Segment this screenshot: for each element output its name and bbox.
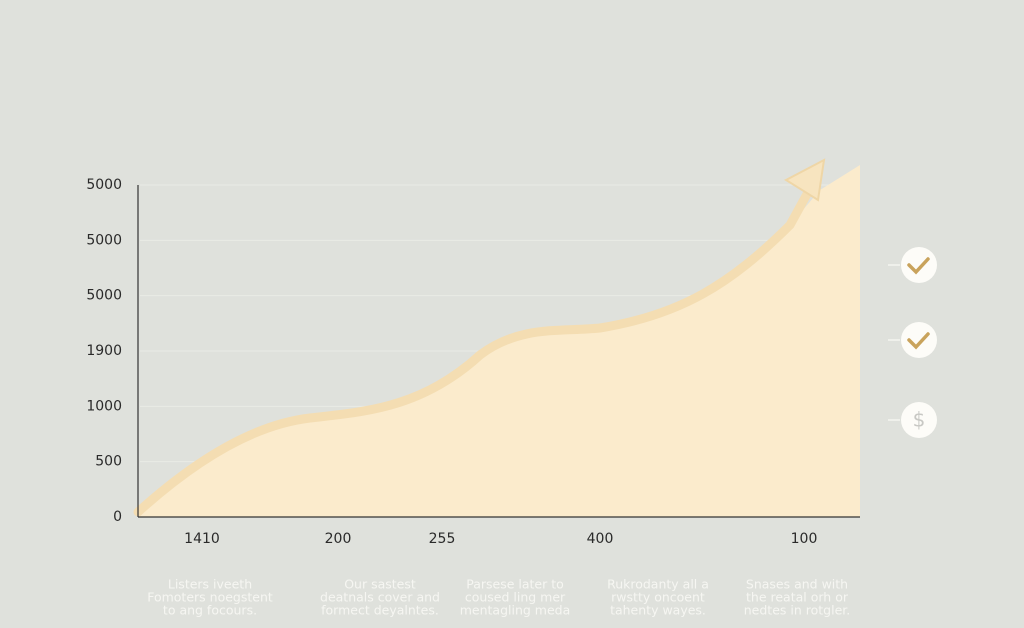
caption: coused ling mer	[465, 590, 566, 605]
x-tick-label: 400	[587, 531, 614, 547]
y-tick-label: 1000	[86, 398, 122, 414]
caption: Fomoters noegstent	[147, 590, 273, 605]
y-tick-label: 1900	[86, 343, 122, 359]
caption: the reatal orh or	[746, 590, 849, 605]
x-tick-label: 1410	[184, 531, 220, 547]
caption: deatnals cover and	[320, 590, 440, 605]
check	[907, 257, 930, 275]
caption: nedtes in rotgler.	[744, 603, 850, 618]
caption: Parsese later to	[466, 577, 564, 592]
y-tick-label: 0	[113, 509, 122, 525]
icon-circle	[901, 402, 937, 438]
x-tick-label: 100	[791, 531, 818, 547]
x-tick-label: 200	[325, 531, 352, 547]
dollar-icon: $	[913, 408, 926, 432]
caption: rwstty oncoent	[611, 590, 705, 605]
icon-circle	[901, 247, 937, 283]
icon: $	[888, 402, 937, 438]
arrow-head	[783, 158, 826, 202]
icon-circle	[901, 322, 937, 358]
caption: Listers iveeth	[168, 577, 252, 592]
x-tick-label: 255	[429, 531, 456, 547]
y-tick-label: 5000	[86, 288, 122, 304]
icon	[888, 247, 937, 283]
caption: to ang focours.	[163, 603, 257, 618]
caption: formect deyalntes.	[321, 603, 439, 618]
caption: Rukrodanty all a	[607, 577, 709, 592]
icon	[888, 322, 937, 358]
caption: Our sastest	[344, 577, 416, 592]
y-tick-label: 500	[95, 454, 122, 470]
caption: Snases and with	[746, 577, 848, 592]
area	[138, 165, 860, 517]
caption: tahenty wayes.	[610, 603, 706, 618]
y-tick-label: 5000	[86, 177, 122, 193]
caption: mentagling meda	[460, 603, 571, 618]
check	[907, 332, 930, 350]
y-tick-label: 5000	[86, 232, 122, 248]
trend-arrow	[133, 180, 817, 517]
